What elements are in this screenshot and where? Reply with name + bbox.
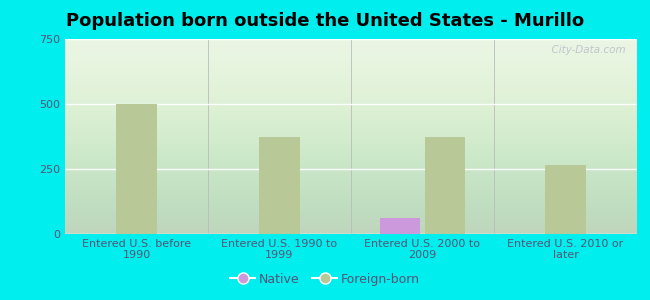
- Legend: Native, Foreign-born: Native, Foreign-born: [225, 268, 425, 291]
- Bar: [424, 136, 465, 234]
- Bar: [116, 104, 157, 234]
- Bar: [380, 218, 421, 234]
- Text: Population born outside the United States - Murillo: Population born outside the United State…: [66, 12, 584, 30]
- Bar: [259, 136, 300, 234]
- Text: City-Data.com: City-Data.com: [545, 45, 625, 55]
- Bar: [545, 165, 586, 234]
